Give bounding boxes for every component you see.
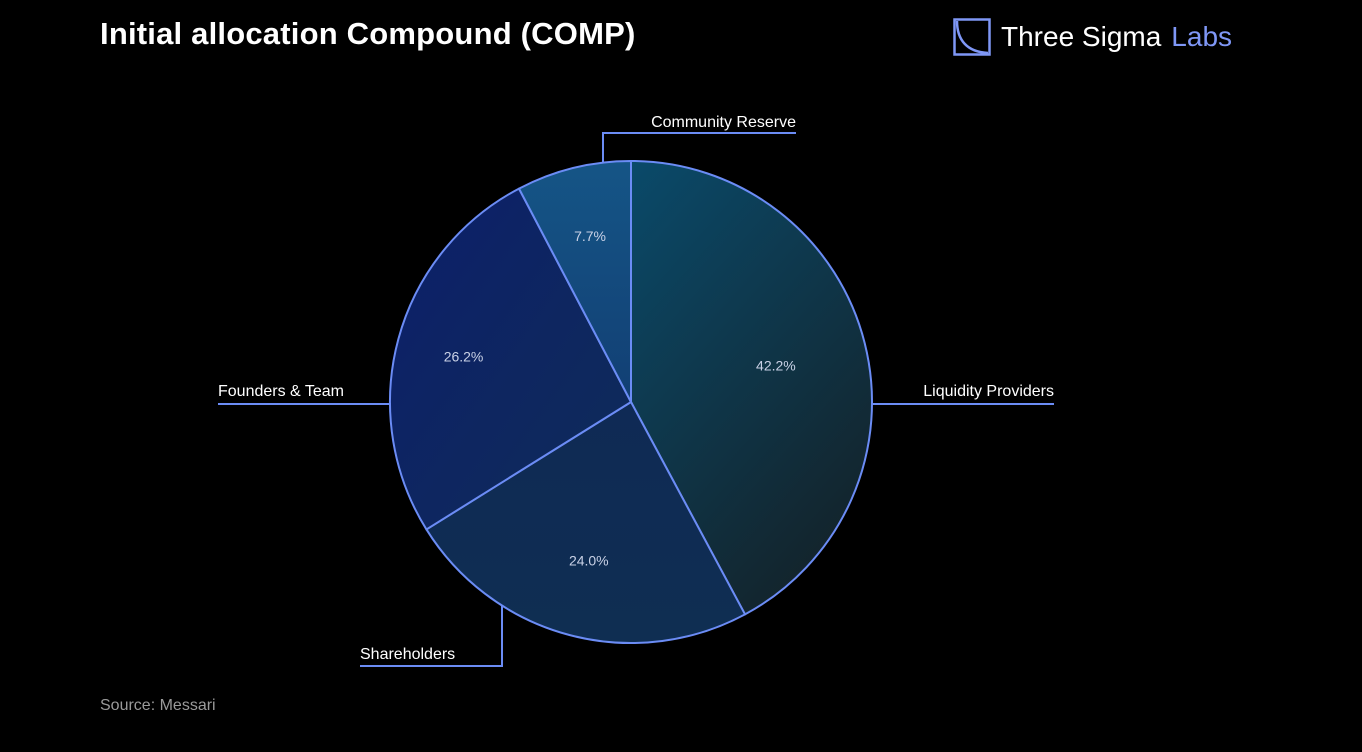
brand-name-primary: Three Sigma	[1001, 21, 1162, 52]
three-sigma-logo-icon	[953, 18, 991, 56]
slice-percent-label: 26.2%	[444, 349, 484, 365]
pie-slice-community-reserve	[518, 160, 632, 403]
slice-percent-label: 24.0%	[569, 552, 609, 568]
slice-category-label: Liquidity Providers	[923, 383, 1054, 400]
pie-slice-shareholders	[425, 401, 747, 644]
slice-category-label: Community Reserve	[651, 114, 796, 131]
leader-line	[360, 606, 503, 667]
leader-line	[602, 132, 796, 162]
source-note: Source: Messari	[100, 697, 216, 714]
slice-category-label: Shareholders	[360, 646, 455, 663]
slice-category-label: Founders & Team	[218, 383, 344, 400]
brand-name-secondary: Labs	[1171, 21, 1233, 52]
brand-name: Three Sigma Labs	[1001, 21, 1232, 53]
chart-title: Initial allocation Compound (COMP)	[100, 16, 636, 51]
pie-slice-liquidity-providers	[630, 160, 873, 616]
pie-slice-founders-team	[389, 187, 632, 531]
slice-percent-label: 7.7%	[574, 228, 606, 244]
slice-percent-label: 42.2%	[756, 358, 796, 374]
brand-logo: Three Sigma Labs	[953, 16, 1232, 58]
